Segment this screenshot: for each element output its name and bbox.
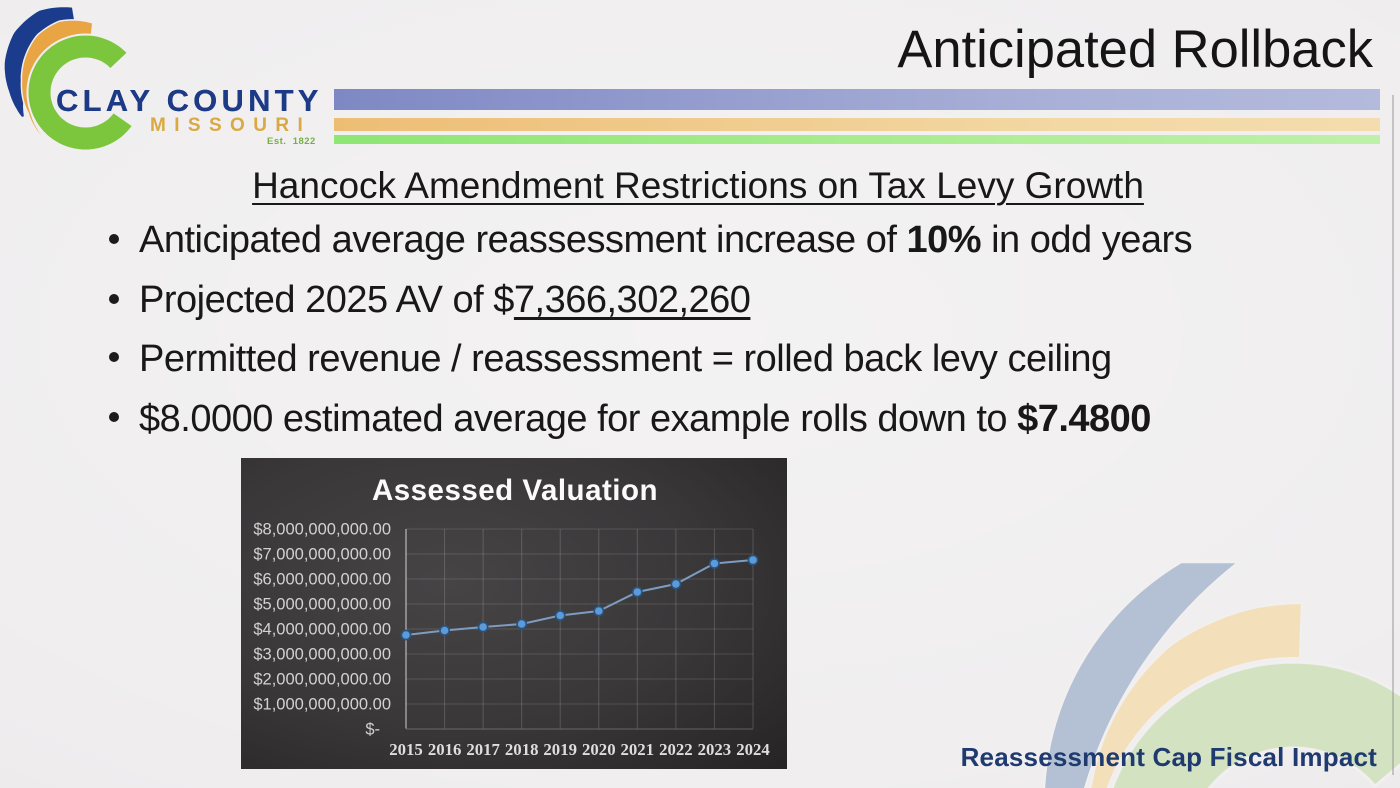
svg-text:Est. 1822: Est. 1822 <box>267 136 316 147</box>
svg-text:$2,000,000,000.00: $2,000,000,000.00 <box>253 671 391 689</box>
svg-text:2022: 2022 <box>659 740 693 759</box>
svg-text:$1,000,000,000.00: $1,000,000,000.00 <box>253 696 391 714</box>
svg-text:2018: 2018 <box>505 740 539 759</box>
svg-text:2024: 2024 <box>736 740 770 759</box>
svg-text:2017: 2017 <box>466 740 500 759</box>
svg-text:$8,000,000,000.00: $8,000,000,000.00 <box>253 521 391 539</box>
svg-text:$4,000,000,000.00: $4,000,000,000.00 <box>253 621 391 639</box>
svg-text:2023: 2023 <box>698 740 732 759</box>
svg-text:MISSOURI: MISSOURI <box>150 115 311 136</box>
svg-text:$7,000,000,000.00: $7,000,000,000.00 <box>253 546 391 564</box>
svg-text:$6,000,000,000.00: $6,000,000,000.00 <box>253 571 391 589</box>
svg-text:$-: $- <box>365 721 380 739</box>
svg-text:$3,000,000,000.00: $3,000,000,000.00 <box>253 646 391 664</box>
svg-text:CLAY COUNTY: CLAY COUNTY <box>56 83 323 118</box>
svg-text:2016: 2016 <box>428 740 462 759</box>
svg-text:2020: 2020 <box>582 740 616 759</box>
svg-text:2019: 2019 <box>543 740 577 759</box>
svg-text:$5,000,000,000.00: $5,000,000,000.00 <box>253 596 391 614</box>
svg-text:CLAY COUNTY: CLAY COUNTY <box>56 83 323 118</box>
svg-text:2015: 2015 <box>389 740 423 759</box>
svg-text:2021: 2021 <box>621 740 655 759</box>
svg-text:Assessed Valuation: Assessed Valuation <box>372 474 658 507</box>
